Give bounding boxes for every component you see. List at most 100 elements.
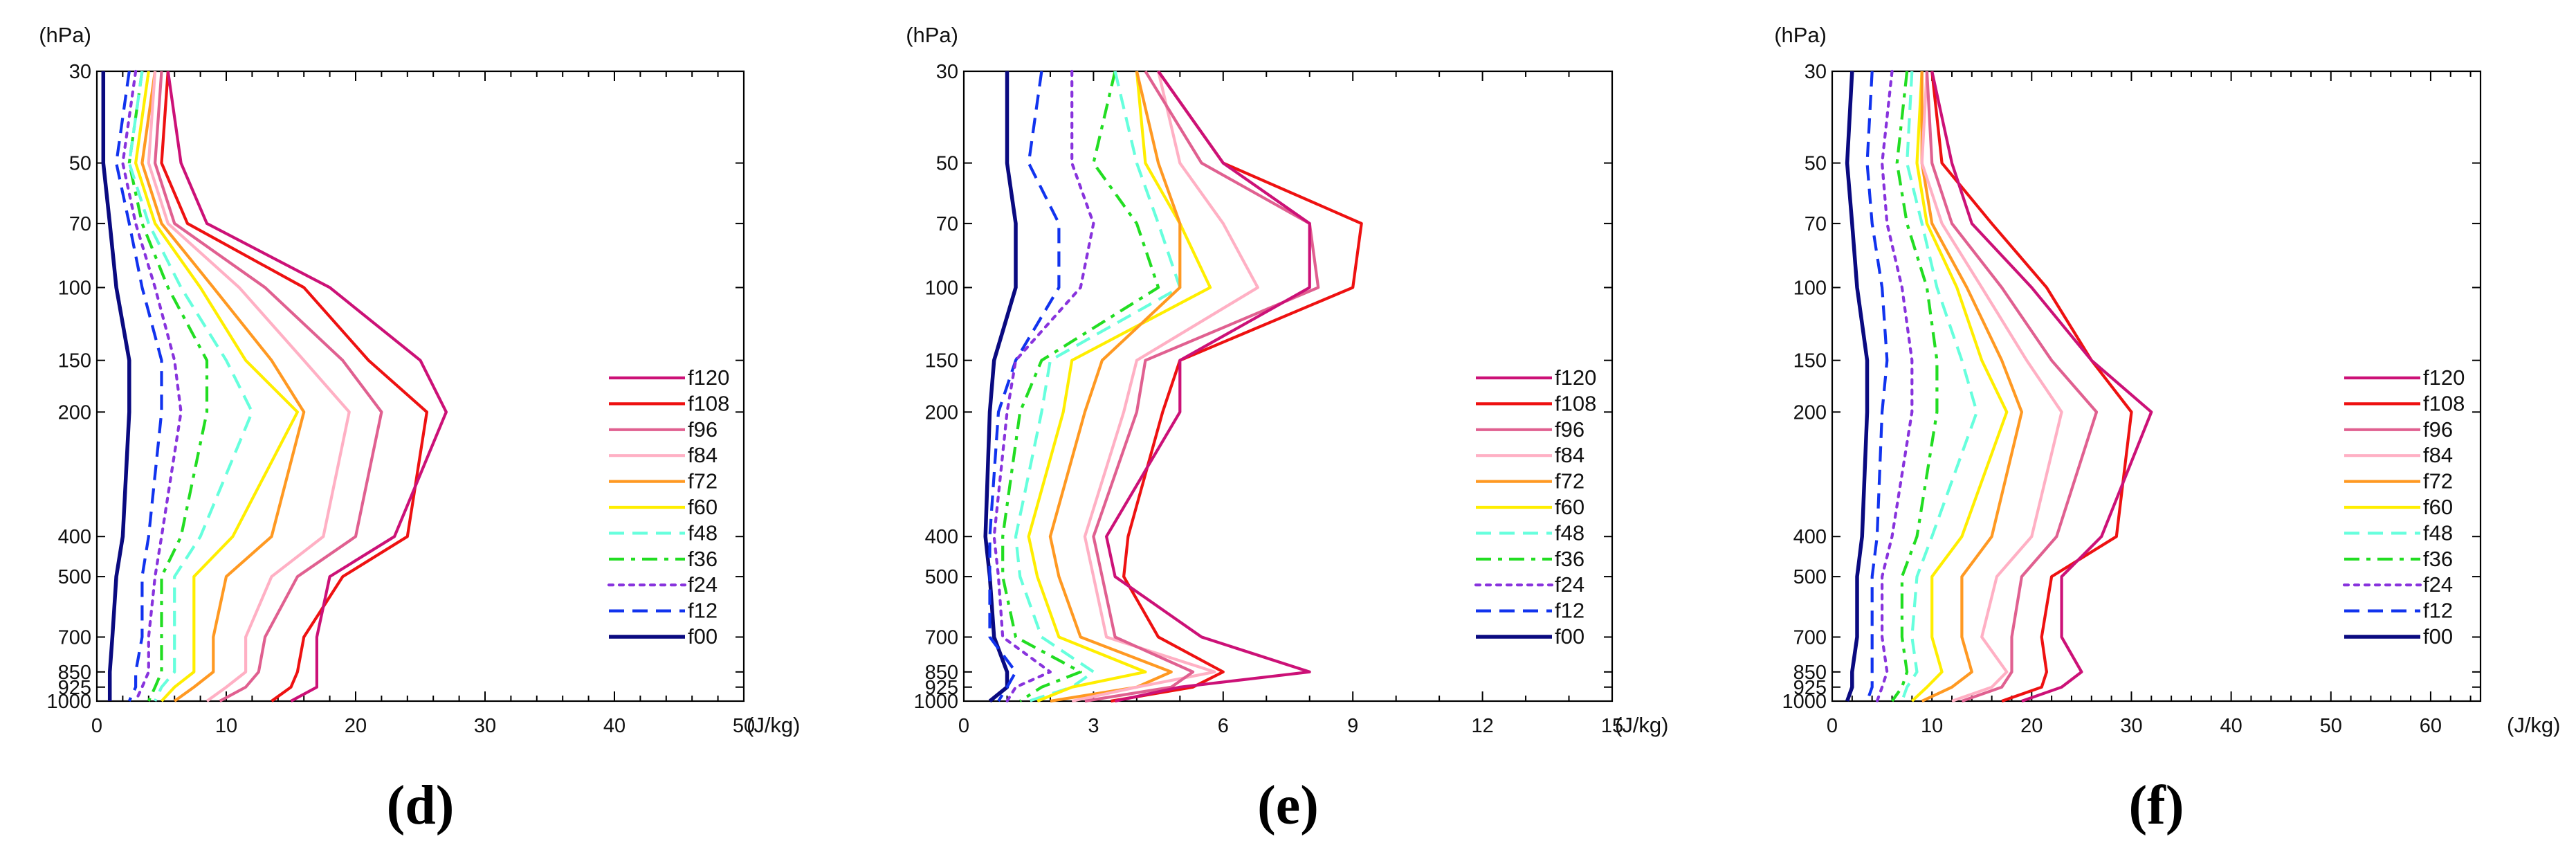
y-tick-label: 50 <box>69 153 91 175</box>
y-tick-label: 700 <box>58 626 91 649</box>
x-tick-label: 40 <box>603 715 625 737</box>
series-line-f36 <box>1890 71 1939 702</box>
panel-label: (f) <box>2129 775 2184 836</box>
panel-label: (d) <box>387 775 455 836</box>
legend-label-f84: f84 <box>688 443 718 467</box>
y-tick-label: 850 <box>925 662 958 684</box>
y-tick-label: 150 <box>1793 350 1827 372</box>
legend-label-f24: f24 <box>1555 572 1584 597</box>
x-axis-unit: (J/kg) <box>1615 713 1669 737</box>
series-line-f48 <box>127 71 254 702</box>
y-axis-unit: (hPa) <box>39 23 91 47</box>
y-tick-label: 500 <box>58 566 91 588</box>
x-tick-label: 50 <box>2320 715 2342 737</box>
legend-label-f48: f48 <box>688 520 718 545</box>
legend-label-f60: f60 <box>2423 495 2453 519</box>
series-line-f72 <box>1920 71 2023 702</box>
y-tick-label: 1000 <box>913 691 958 713</box>
series-line-f00 <box>983 71 1018 703</box>
legend-label-f108: f108 <box>688 391 729 415</box>
series-line-f108 <box>1930 71 2133 702</box>
series-line-f108 <box>1111 70 1363 703</box>
legend-label-f12: f12 <box>688 599 718 623</box>
series-line-f24 <box>121 69 183 703</box>
y-tick-label: 200 <box>1793 401 1827 424</box>
legend-label-f00: f00 <box>2423 624 2453 649</box>
x-tick-label: 30 <box>2120 715 2142 737</box>
series-line-f36 <box>127 71 209 702</box>
series-line-f120 <box>1930 71 2153 702</box>
y-tick-label: 70 <box>69 213 91 235</box>
y-tick-label: 925 <box>925 677 958 699</box>
y-tick-label: 400 <box>925 526 958 548</box>
y-tick-label: 30 <box>936 61 958 83</box>
series-line-f120 <box>166 71 448 702</box>
series-line-f48 <box>1014 71 1182 702</box>
y-tick-label: 200 <box>58 401 91 424</box>
series-line-f84 <box>1920 71 2063 702</box>
legend-label-f108: f108 <box>2423 391 2465 415</box>
series-line-f60 <box>1027 71 1212 702</box>
series-line-f120 <box>1104 70 1311 703</box>
legend-label-f120: f120 <box>1555 365 1596 390</box>
series-line-f24 <box>992 69 1095 703</box>
x-tick-label: 15 <box>1601 715 1623 737</box>
x-tick-label: 60 <box>2420 715 2442 737</box>
legend-label-f96: f96 <box>2423 417 2453 442</box>
legend-label-f72: f72 <box>688 469 718 493</box>
series-line-f12 <box>115 71 163 702</box>
y-tick-label: 500 <box>925 566 958 588</box>
series-line-f84 <box>147 71 351 702</box>
x-tick-label: 6 <box>1218 715 1229 737</box>
legend-label-f120: f120 <box>2423 365 2465 390</box>
legend-label-f36: f36 <box>2423 547 2453 571</box>
y-axis-unit: (hPa) <box>906 23 958 47</box>
series-line-f72 <box>140 71 306 702</box>
legend-label-f96: f96 <box>1555 417 1584 442</box>
x-tick-label: 0 <box>958 715 969 737</box>
y-tick-label: 150 <box>58 350 91 372</box>
legend-label-f108: f108 <box>1555 391 1596 415</box>
series-line-f84 <box>1071 71 1259 703</box>
x-axis-unit: (J/kg) <box>2507 713 2561 737</box>
x-tick-label: 20 <box>345 715 367 737</box>
series-line-f48 <box>1900 71 1979 702</box>
y-tick-label: 50 <box>936 153 958 175</box>
legend-label-f120: f120 <box>688 365 729 390</box>
y-tick-label: 30 <box>69 61 91 83</box>
series-line-f36 <box>1001 71 1160 702</box>
y-tick-label: 925 <box>1793 677 1827 699</box>
legend-label-f36: f36 <box>688 547 718 571</box>
y-tick-label: 700 <box>1793 626 1827 649</box>
x-tick-label: 9 <box>1347 715 1358 737</box>
x-tick-label: 50 <box>733 715 755 737</box>
x-tick-label: 40 <box>2220 715 2242 737</box>
x-tick-label: 30 <box>474 715 496 737</box>
legend-label-f48: f48 <box>2423 520 2453 545</box>
series-line-f60 <box>1910 71 2009 702</box>
legend-label-f24: f24 <box>2423 572 2453 597</box>
series-line-f24 <box>1875 69 1914 703</box>
x-tick-label: 20 <box>2020 715 2043 737</box>
plot-frame <box>95 70 745 702</box>
y-tick-label: 70 <box>1805 213 1827 235</box>
plot-frame <box>962 70 1614 702</box>
series-line-f96 <box>1084 70 1320 703</box>
series-line-f72 <box>1048 71 1182 703</box>
legend-label-f60: f60 <box>688 495 718 519</box>
y-tick-label: 200 <box>925 401 958 424</box>
series-line-f12 <box>1865 71 1889 702</box>
plot-frame <box>1831 70 2482 702</box>
series-line-f00 <box>1845 71 1870 702</box>
series-line-f12 <box>988 71 1061 702</box>
y-tick-label: 100 <box>58 277 91 299</box>
series-line-f96 <box>154 71 383 702</box>
legend-label-f48: f48 <box>1555 520 1584 545</box>
y-tick-label: 700 <box>925 626 958 649</box>
series-line-f96 <box>1925 71 2099 702</box>
x-tick-label: 12 <box>1471 715 1493 737</box>
